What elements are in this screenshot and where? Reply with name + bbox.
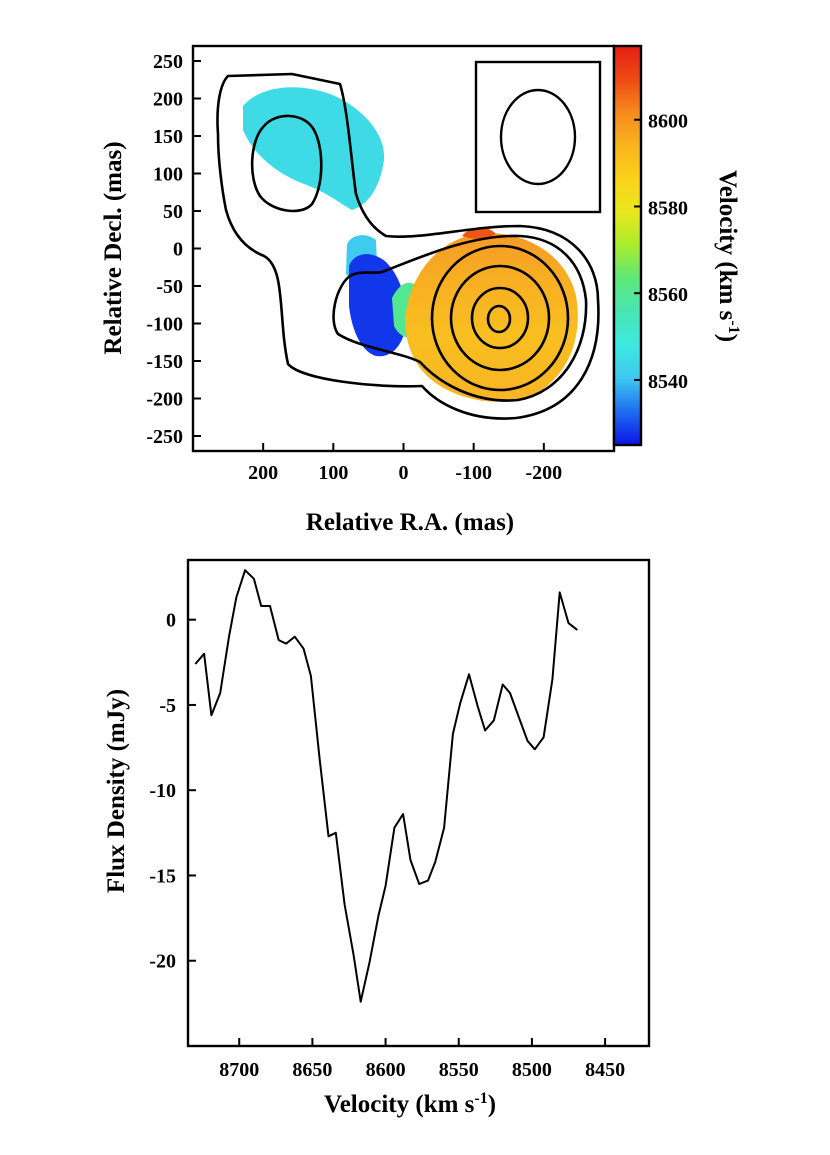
- spectrum-x-tick-label: 8450: [585, 1059, 625, 1081]
- spectrum-x-tick-label: 8500: [512, 1059, 552, 1081]
- map-y-tick-label: 200: [153, 89, 183, 111]
- spectrum-x-tick-label: 8650: [292, 1059, 332, 1081]
- map-y-tick-label: 100: [153, 164, 183, 186]
- map-x-ticks: 200 100 0 -100 -200: [248, 443, 562, 484]
- map-y-tick-label: 150: [153, 126, 183, 148]
- spectrum-x-ticks: 8700 8650 8600 8550 8500 8450: [219, 1038, 625, 1081]
- blue-cloud: [349, 254, 407, 357]
- map-x-tick-label: -200: [525, 462, 562, 484]
- contour-third: [430, 244, 570, 392]
- spectrum-x-tick-label: 8700: [219, 1059, 259, 1081]
- main-core: [405, 233, 578, 402]
- spectrum-x-tick-label: 8550: [439, 1059, 479, 1081]
- spectrum-y-ticks: 0 -5 -10 -15 -20: [149, 610, 196, 973]
- contours: [216, 72, 600, 420]
- northwest-cloud: [243, 87, 385, 210]
- map-x-tick-label: 200: [248, 462, 278, 484]
- map-y-tick-label: -100: [146, 314, 183, 336]
- map-y-ticks: 250 200 150 100 50 0 -50 -100 -150 -200 -250: [146, 51, 201, 448]
- map-y-tick-label: -50: [156, 276, 183, 298]
- spectrum-frame: [186, 558, 651, 1048]
- beam-ellipse: [499, 88, 577, 186]
- contour-outer: [216, 72, 600, 420]
- map-x-tick-label: 0: [399, 462, 409, 484]
- colorbar-tick-label: 8580: [648, 197, 688, 219]
- colorbar-fill: [614, 46, 641, 445]
- colorbar-label: Velocity (km s-1): [714, 170, 742, 342]
- map-y-tick-label: -150: [146, 351, 183, 373]
- colorbar-tick-label: 8560: [648, 284, 688, 306]
- spectrum-y-tick-label: -10: [149, 780, 176, 802]
- contour-peak: [486, 304, 512, 334]
- map-y-tick-label: 0: [173, 239, 183, 261]
- map-x-tick-label: -100: [455, 462, 492, 484]
- contour-fourth: [449, 264, 551, 372]
- contour-inner-left: [250, 114, 323, 213]
- spectrum-line: [194, 569, 578, 1003]
- spectrum-x-label: Velocity (km s-1): [324, 1090, 496, 1118]
- colorbar-tick-label: 8540: [648, 371, 688, 393]
- spectrum-y-label: Flux Density (mJy): [103, 689, 130, 893]
- velocity-colour-field: [243, 87, 578, 402]
- colorbar-ticks: 8600 8580 8560 8540: [634, 111, 688, 393]
- colorbar-tick-label: 8600: [648, 111, 688, 133]
- spectrum-x-tick-label: 8600: [366, 1059, 406, 1081]
- contour-second: [332, 234, 588, 402]
- map-x-tick-label: 100: [318, 462, 348, 484]
- spectrum-plot: 8700 8650 8600 8550 8500 8450 0 -5 -10 -15 -20 Fl…: [103, 558, 651, 1118]
- map-y-tick-label: -250: [146, 426, 183, 448]
- beam-box: [474, 60, 602, 214]
- map-y-tick-label: 250: [153, 51, 183, 73]
- spectrum-y-tick-label: -5: [159, 695, 176, 717]
- map-y-tick-label: 50: [163, 201, 183, 223]
- velocity-map: 200 100 0 -100 -200 250 200 150 100 50 0 -50 -100 -1…: [100, 44, 742, 536]
- map-x-label: Relative R.A. (mas): [306, 509, 514, 536]
- colorbar: 8600 8580 8560 8540 Velocity (km s-1): [612, 44, 742, 447]
- spectrum-y-tick-label: -20: [149, 951, 176, 973]
- map-y-label: Relative Decl. (mas): [100, 141, 127, 354]
- contour-fifth: [470, 286, 530, 350]
- spectrum-y-tick-label: -15: [149, 865, 176, 887]
- colorbar-frame: [612, 44, 643, 447]
- map-y-tick-label: -200: [146, 389, 183, 411]
- spectrum-y-tick-label: 0: [166, 610, 176, 632]
